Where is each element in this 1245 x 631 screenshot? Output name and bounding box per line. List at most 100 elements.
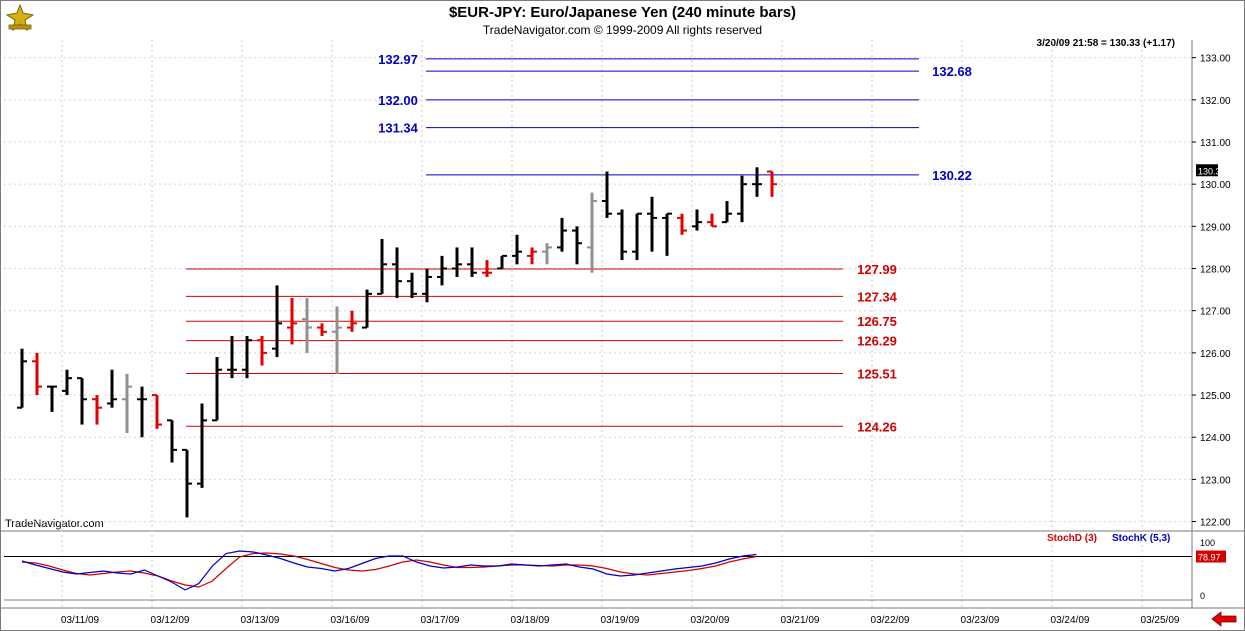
- ohlc-bar: [167, 419, 177, 463]
- stochk-series-line: [21, 550, 757, 591]
- ohlc-bar: [317, 323, 327, 336]
- ohlc-bar: [632, 212, 642, 261]
- y-tick-label: 123.00: [1200, 475, 1231, 486]
- y-tick-label: 131.00: [1200, 138, 1231, 149]
- ohlc-bar: [62, 369, 72, 396]
- x-tick-label: 03/20/09: [691, 615, 730, 626]
- support-label: 126.75: [857, 314, 897, 329]
- resistance-label: 130.22: [932, 168, 972, 183]
- ohlc-bar: [47, 385, 57, 412]
- ohlc-bar: [17, 348, 27, 409]
- x-tick-label: 03/13/09: [241, 615, 280, 626]
- stochk-legend: StochK (5,3): [1112, 533, 1171, 544]
- y-tick-label: 128.00: [1200, 265, 1231, 276]
- ohlc-bar: [182, 448, 192, 518]
- ohlc-bar: [122, 373, 132, 433]
- copyright-subtitle: TradeNavigator.com © 1999-2009 All right…: [482, 23, 763, 37]
- last-price-marker-label: 130.33: [1198, 166, 1226, 176]
- resistance-label: 132.97: [378, 52, 418, 67]
- ohlc-bar: [272, 285, 282, 358]
- ohlc-bar: [422, 268, 432, 303]
- x-tick-label: 03/18/09: [511, 615, 550, 626]
- ohlc-bar: [227, 336, 237, 379]
- y-tick-label: 125.00: [1200, 391, 1231, 402]
- y-tick-label: 132.00: [1200, 96, 1231, 107]
- resistance-label: 132.00: [378, 93, 418, 108]
- ohlc-bar: [512, 234, 522, 265]
- x-tick-label: 03/19/09: [601, 615, 640, 626]
- support-label: 124.26: [857, 419, 897, 434]
- ohlc-bar: [197, 403, 207, 488]
- stoch-y-tick-label: 100: [1200, 538, 1215, 548]
- ohlc-bar: [92, 395, 102, 425]
- support-label: 125.51: [857, 367, 897, 382]
- ohlc-bar: [347, 310, 357, 332]
- ohlc-bar: [677, 213, 687, 235]
- y-tick-label: 126.00: [1200, 349, 1231, 360]
- y-tick-label: 133.00: [1200, 54, 1231, 65]
- ohlc-bar: [437, 255, 447, 286]
- ohlc-bar: [737, 175, 747, 223]
- ohlc-bar: [722, 201, 732, 224]
- ohlc-bar: [602, 171, 612, 218]
- left-arrow-icon[interactable]: [1211, 611, 1237, 627]
- chart-title: $EUR-JPY: Euro/Japanese Yen (240 minute …: [448, 4, 797, 21]
- y-tick-label: 127.00: [1200, 307, 1231, 318]
- ohlc-bar: [107, 369, 117, 408]
- x-tick-label: 03/25/09: [1141, 615, 1180, 626]
- x-tick-label: 03/21/09: [781, 615, 820, 626]
- stochd-legend: StochD (3): [1047, 533, 1097, 544]
- x-tick-label: 03/24/09: [1051, 615, 1090, 626]
- ohlc-bar: [752, 167, 762, 197]
- ohlc-bar: [467, 247, 477, 277]
- x-tick-label: 03/23/09: [961, 615, 1000, 626]
- ohlc-bar: [587, 192, 597, 273]
- x-tick-label: 03/12/09: [151, 615, 190, 626]
- stoch-value-marker: [1196, 550, 1226, 563]
- ohlc-bar: [452, 247, 462, 277]
- ohlc-bar: [287, 298, 297, 345]
- last-price-readout: 3/20/09 21:58 = 130.33 (+1.17): [1036, 38, 1175, 49]
- ohlc-bar: [32, 352, 42, 396]
- ohlc-bar: [137, 386, 147, 438]
- y-tick-label: 122.00: [1200, 518, 1231, 529]
- ohlc-bar: [302, 298, 312, 353]
- resistance-label: 132.68: [932, 64, 972, 79]
- resistance-label: 131.34: [378, 121, 419, 136]
- last-price-marker: [1196, 164, 1218, 177]
- ohlc-bar: [617, 209, 627, 261]
- support-label: 126.29: [857, 334, 897, 349]
- y-tick-label: 130.00: [1200, 180, 1231, 191]
- ohlc-bar: [482, 260, 492, 277]
- ohlc-bar: [497, 254, 507, 270]
- support-label: 127.34: [857, 289, 898, 304]
- ohlc-bar: [662, 212, 672, 256]
- x-tick-label: 03/11/09: [61, 615, 100, 626]
- ohlc-bar: [77, 377, 87, 425]
- trade-navigator-logo-icon: [5, 3, 35, 32]
- ohlc-bar: [407, 272, 417, 299]
- ohlc-bar: [707, 213, 717, 228]
- stoch-value-marker-label: 78.97: [1198, 553, 1221, 563]
- ohlc-bar: [542, 243, 552, 265]
- y-tick-label: 124.00: [1200, 433, 1231, 444]
- ohlc-bar: [362, 289, 372, 329]
- ohlc-bar: [152, 394, 162, 429]
- ohlc-bar: [767, 170, 777, 197]
- stochd-series-line: [21, 552, 757, 588]
- ohlc-bar: [242, 336, 252, 379]
- ohlc-bar: [392, 247, 402, 299]
- stoch-y-tick-label: 0: [1200, 591, 1205, 601]
- ohlc-bar: [557, 217, 567, 252]
- x-tick-label: 03/16/09: [331, 615, 370, 626]
- watermark-text: TradeNavigator.com: [5, 518, 104, 530]
- ohlc-bar: [647, 196, 657, 252]
- ohlc-bar: [257, 336, 267, 366]
- x-tick-label: 03/22/09: [871, 615, 910, 626]
- ohlc-bar: [572, 226, 582, 265]
- ohlc-bar: [692, 209, 702, 231]
- ohlc-bar: [377, 239, 387, 295]
- ohlc-bar: [527, 247, 537, 265]
